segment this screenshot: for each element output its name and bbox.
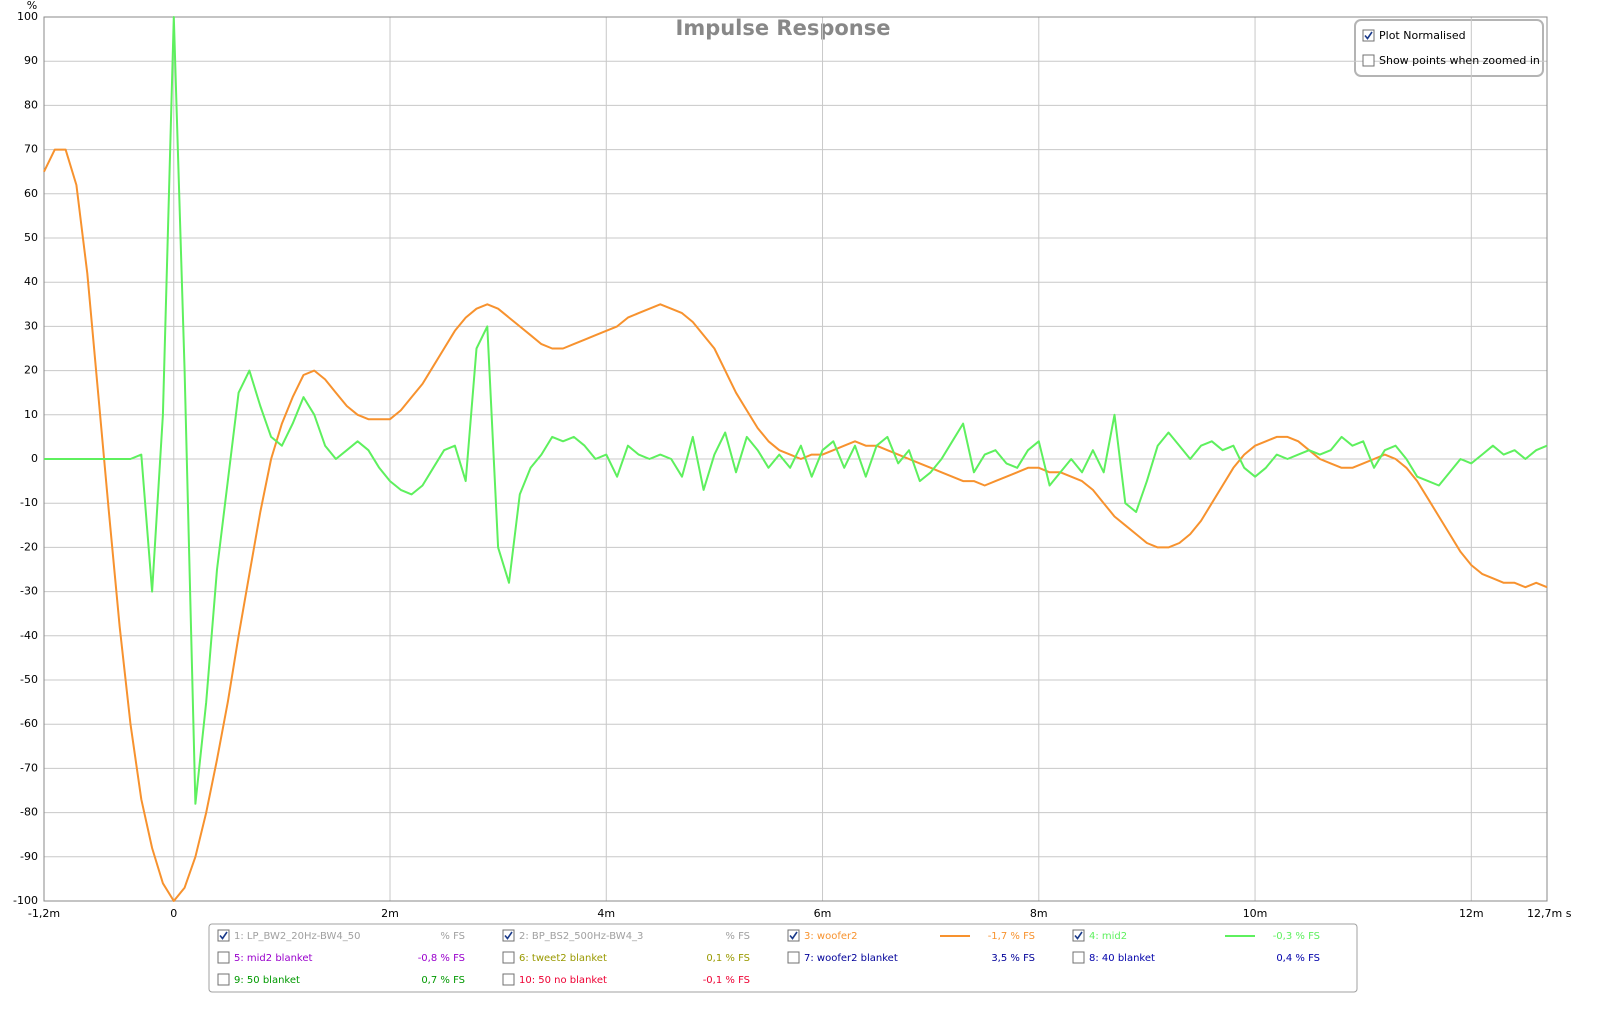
legend-checkbox-tick xyxy=(789,931,798,940)
y-tick-label: 80 xyxy=(24,98,38,111)
legend-panel xyxy=(208,923,1358,993)
x-tick-label: 10m xyxy=(1243,907,1268,920)
legend-readout: 0,7 % FS xyxy=(421,975,465,986)
legend-label: 1: LP_BW2_20Hz-BW4_50 xyxy=(234,931,361,942)
legend-label: 6: tweet2 blanket xyxy=(519,953,607,964)
legend-checkbox[interactable] xyxy=(1072,951,1085,964)
y-tick-label: 0 xyxy=(31,452,38,465)
legend-label: 7: woofer2 blanket xyxy=(804,953,898,964)
legend-label: 9: 50 blanket xyxy=(234,975,300,986)
y-tick-label: 90 xyxy=(24,54,38,67)
y-axis-label: % xyxy=(27,0,37,12)
legend-checkbox[interactable] xyxy=(1072,929,1085,942)
option-label: Show points when zoomed in xyxy=(1379,54,1540,67)
option-label: Plot Normalised xyxy=(1379,29,1466,42)
y-tick-label: 30 xyxy=(24,319,38,332)
legend-checkbox[interactable] xyxy=(217,929,230,942)
y-tick-label: -20 xyxy=(20,540,38,553)
legend-checkbox-tick xyxy=(504,931,513,940)
y-tick-label: 20 xyxy=(24,364,38,377)
series-line xyxy=(43,148,1548,902)
y-tick-label: -30 xyxy=(20,585,38,598)
y-tick-label: 50 xyxy=(24,231,38,244)
legend-readout: -0,8 % FS xyxy=(418,953,465,964)
y-tick-label: 70 xyxy=(24,143,38,156)
options-panel xyxy=(1354,19,1544,77)
y-tick-label: -90 xyxy=(20,850,38,863)
y-tick-label: -100 xyxy=(13,894,38,907)
legend-checkbox[interactable] xyxy=(502,973,515,986)
legend-label: 4: mid2 xyxy=(1089,931,1127,942)
y-tick-label: -80 xyxy=(20,806,38,819)
option-checkbox-tick xyxy=(1364,31,1373,40)
x-tick-label: 12m xyxy=(1459,907,1484,920)
legend-readout: 3,5 % FS xyxy=(991,953,1035,964)
legend-label: 2: BP_BS2_500Hz-BW4_3 xyxy=(519,931,643,942)
series-line xyxy=(44,16,1548,805)
legend-checkbox[interactable] xyxy=(502,929,515,942)
y-tick-label: -40 xyxy=(20,629,38,642)
x-tick-label: 6m xyxy=(814,907,832,920)
y-tick-label: 100 xyxy=(17,10,38,23)
legend-checkbox[interactable] xyxy=(787,951,800,964)
option-checkbox[interactable] xyxy=(1362,54,1375,67)
legend-readout: % FS xyxy=(440,931,465,942)
x-tick-label: -1,2m xyxy=(28,907,60,920)
legend-label: 3: woofer2 xyxy=(804,931,857,942)
legend-checkbox-tick xyxy=(219,931,228,940)
legend-checkbox-tick xyxy=(1074,931,1083,940)
option-checkbox[interactable] xyxy=(1362,29,1375,42)
x-tick-label: 8m xyxy=(1030,907,1048,920)
x-tick-label: 12,7m s xyxy=(1527,907,1572,920)
y-tick-label: -70 xyxy=(20,761,38,774)
legend-readout: -0,1 % FS xyxy=(703,975,750,986)
x-tick-label: 0 xyxy=(170,907,177,920)
legend-readout: 0,4 % FS xyxy=(1276,953,1320,964)
legend-label: 8: 40 blanket xyxy=(1089,953,1155,964)
y-tick-label: 40 xyxy=(24,275,38,288)
legend-readout: -0,3 % FS xyxy=(1273,931,1320,942)
legend-checkbox[interactable] xyxy=(502,951,515,964)
legend-readout: -1,7 % FS xyxy=(988,931,1035,942)
legend-readout: % FS xyxy=(725,931,750,942)
legend-checkbox[interactable] xyxy=(217,951,230,964)
y-tick-label: 10 xyxy=(24,408,38,421)
y-tick-label: -60 xyxy=(20,717,38,730)
y-tick-label: -10 xyxy=(20,496,38,509)
legend-label: 5: mid2 blanket xyxy=(234,953,312,964)
chart-title: Impulse Response xyxy=(676,16,891,40)
legend-readout: 0,1 % FS xyxy=(706,953,750,964)
legend-checkbox[interactable] xyxy=(217,973,230,986)
x-tick-label: 4m xyxy=(597,907,615,920)
legend-label: 10: 50 no blanket xyxy=(519,975,607,986)
y-tick-label: -50 xyxy=(20,673,38,686)
x-tick-label: 2m xyxy=(381,907,399,920)
y-tick-label: 60 xyxy=(24,187,38,200)
legend-checkbox[interactable] xyxy=(787,929,800,942)
